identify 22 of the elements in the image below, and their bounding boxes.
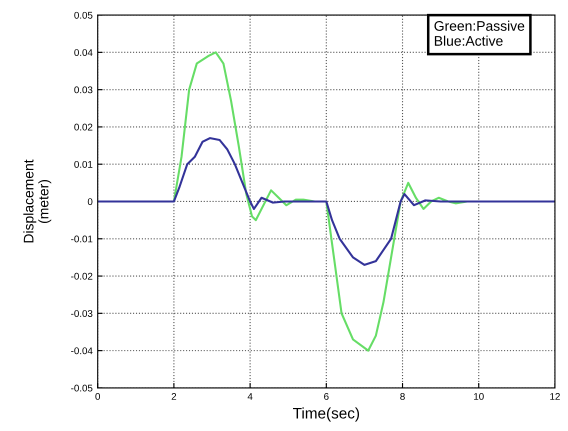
x-axis-title: Time(sec) xyxy=(293,407,360,422)
y-tick-label: 0 xyxy=(88,198,92,206)
y-tick-label: -0.03 xyxy=(71,310,92,317)
x-tick-label: 10 xyxy=(474,393,484,400)
y-tick-label: 0.03 xyxy=(74,86,92,94)
y-tick-label: -0.01 xyxy=(71,236,92,242)
y-tick-label: 0.01 xyxy=(74,160,92,168)
x-tick-label: 8 xyxy=(400,393,405,400)
y-tick-label: -0.05 xyxy=(71,384,92,392)
y-tick-label: -0.04 xyxy=(71,347,93,354)
line-series xyxy=(98,137,555,266)
y-tick-label: 0.05 xyxy=(74,12,92,19)
x-tick-label: 6 xyxy=(324,393,329,400)
y-tick-label: 0.02 xyxy=(74,124,92,131)
x-tick-label: 12 xyxy=(550,393,560,400)
y-tick-label: -0.02 xyxy=(71,272,92,280)
x-tick-label: 4 xyxy=(248,393,253,400)
y-tick-label: 0.04 xyxy=(74,49,93,56)
x-tick-label: 2 xyxy=(172,393,176,400)
annotation: Green:Passive Blue:Active xyxy=(434,20,524,46)
x-tick-label: 0 xyxy=(95,393,100,400)
y-axis-title: Displacement (meter) xyxy=(23,160,52,242)
